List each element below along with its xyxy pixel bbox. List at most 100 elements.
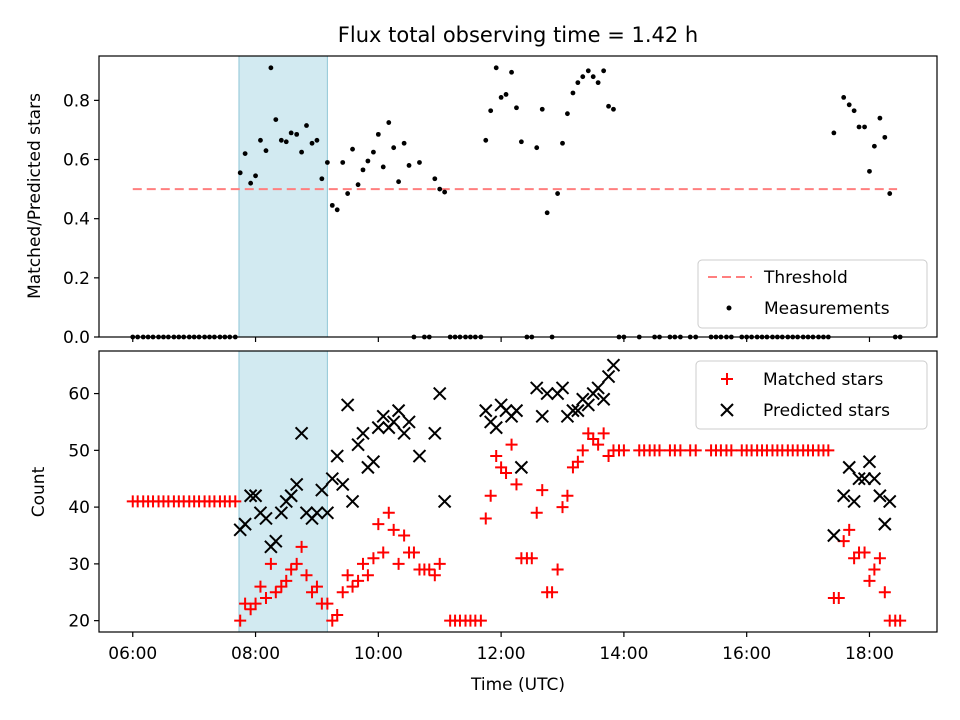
measurement-point xyxy=(841,95,847,100)
measurement-point xyxy=(253,173,258,179)
matched-star-point xyxy=(863,574,876,587)
matched-star-point xyxy=(264,557,277,570)
bottom-x-tick-label: 10:00 xyxy=(354,644,403,664)
measurement-point xyxy=(288,130,294,136)
matched-star-point xyxy=(561,489,574,502)
matched-star-point xyxy=(372,518,385,531)
measurement-point xyxy=(493,65,499,71)
predicted-star-point xyxy=(433,386,447,401)
matched-star-point xyxy=(546,586,559,599)
bottom-legend-box xyxy=(695,360,928,430)
bottom-y-tick-label: 20 xyxy=(68,612,90,632)
measurement-point xyxy=(856,124,862,130)
matched-star-point xyxy=(392,557,405,570)
measurement-point xyxy=(539,106,545,112)
predicted-star-point xyxy=(606,358,621,372)
predicted-star-point xyxy=(601,369,616,384)
measurement-point xyxy=(283,139,289,145)
measurement-point xyxy=(871,143,877,149)
bottom-y-tick-label: 40 xyxy=(68,498,90,518)
bottom-y-tick-label: 30 xyxy=(68,555,90,575)
bottom-y-tick-label: 60 xyxy=(68,385,90,405)
measurement-point xyxy=(355,182,361,188)
matched-star-point xyxy=(361,569,374,582)
predicted-star-point xyxy=(320,506,335,520)
bottom-x-tick-label: 16:00 xyxy=(722,644,771,664)
matched-star-point xyxy=(387,523,400,536)
matched-star-point xyxy=(367,552,380,565)
measurement-point xyxy=(248,180,254,186)
measurement-point xyxy=(534,145,540,151)
measurement-point xyxy=(590,74,596,80)
bottom-panel: 06:00 08:00 10:00 12:00 14:00 16:00 18:00 20 30… xyxy=(29,350,938,695)
top-y-tick-label: 0.8 xyxy=(63,91,90,111)
matched-star-point xyxy=(510,478,523,491)
measurement-point xyxy=(380,164,386,170)
top-panel: 0.00.20.40.60.8 Matched/Predicted stars … xyxy=(25,55,938,348)
predicted-star-point xyxy=(847,494,861,509)
bottom-x-tick-label: 06:00 xyxy=(108,644,157,664)
measurement-point xyxy=(237,170,243,176)
bottom-x-tick-label: 08:00 xyxy=(231,644,280,664)
matched-star-point xyxy=(894,614,907,627)
matched-star-point xyxy=(536,484,549,497)
matched-star-point xyxy=(336,586,349,599)
predicted-star-point xyxy=(289,477,304,492)
predicted-star-point xyxy=(566,403,580,418)
predicted-star-point xyxy=(284,489,298,503)
measurement-point xyxy=(555,191,560,196)
predicted-star-point xyxy=(878,517,892,531)
matched-star-point xyxy=(321,597,334,610)
predicted-star-point xyxy=(238,517,252,531)
chart-title: Flux total observing time = 1.42 h xyxy=(338,23,698,47)
measurement-point xyxy=(294,131,300,137)
predicted-star-point xyxy=(402,415,416,429)
matched-star-point xyxy=(398,529,411,542)
predicted-star-point xyxy=(862,454,877,469)
measurement-point xyxy=(396,179,401,185)
matched-star-point xyxy=(285,563,298,576)
matched-star-point xyxy=(571,455,584,468)
measurement-point xyxy=(278,137,284,143)
matched-star-point xyxy=(592,438,605,451)
measurement-point xyxy=(299,149,304,155)
predicted-star-point xyxy=(259,511,273,526)
predicted-star-point xyxy=(356,426,370,441)
predicted-star-point xyxy=(325,472,339,486)
predicted-star-point xyxy=(269,534,283,548)
matched-star-point xyxy=(239,597,252,610)
predicted-star-point xyxy=(489,420,503,435)
measurement-point xyxy=(263,148,269,154)
bottom-x-tick-label: 12:00 xyxy=(477,644,526,664)
measurement-point xyxy=(560,140,565,146)
measurement-point xyxy=(877,115,883,121)
matched-star-point xyxy=(407,546,420,559)
matched-star-point xyxy=(356,557,369,570)
measurement-point xyxy=(882,134,888,140)
top-shaded-interval xyxy=(238,55,328,338)
matched-star-point xyxy=(290,557,303,570)
predicted-star-point xyxy=(336,477,350,492)
predicted-star-point xyxy=(479,403,493,418)
matched-star-point xyxy=(597,427,610,440)
predicted-star-point xyxy=(571,403,585,418)
matched-star-point xyxy=(341,569,354,582)
measurement-point xyxy=(437,186,443,192)
legend-matched-swatch xyxy=(721,373,733,385)
legend-predicted-swatch xyxy=(720,403,734,417)
predicted-star-point xyxy=(581,398,596,412)
measurement-point xyxy=(846,102,852,108)
matched-star-point xyxy=(234,614,247,627)
predicted-star-point xyxy=(591,381,605,395)
matched-star-point xyxy=(505,438,518,451)
matched-star-point xyxy=(490,450,503,463)
predicted-star-point xyxy=(437,494,452,509)
top-panel-frame xyxy=(98,55,938,338)
bottom-legend: Matched stars Predicted stars xyxy=(695,360,928,430)
measurement-point xyxy=(483,137,489,143)
predicted-star-point xyxy=(535,409,549,423)
legend-measurements-label: Measurements xyxy=(764,299,890,319)
predicted-star-point xyxy=(274,506,289,520)
predicted-star-point xyxy=(857,472,872,486)
bottom-x-tick-label: 14:00 xyxy=(599,644,648,664)
